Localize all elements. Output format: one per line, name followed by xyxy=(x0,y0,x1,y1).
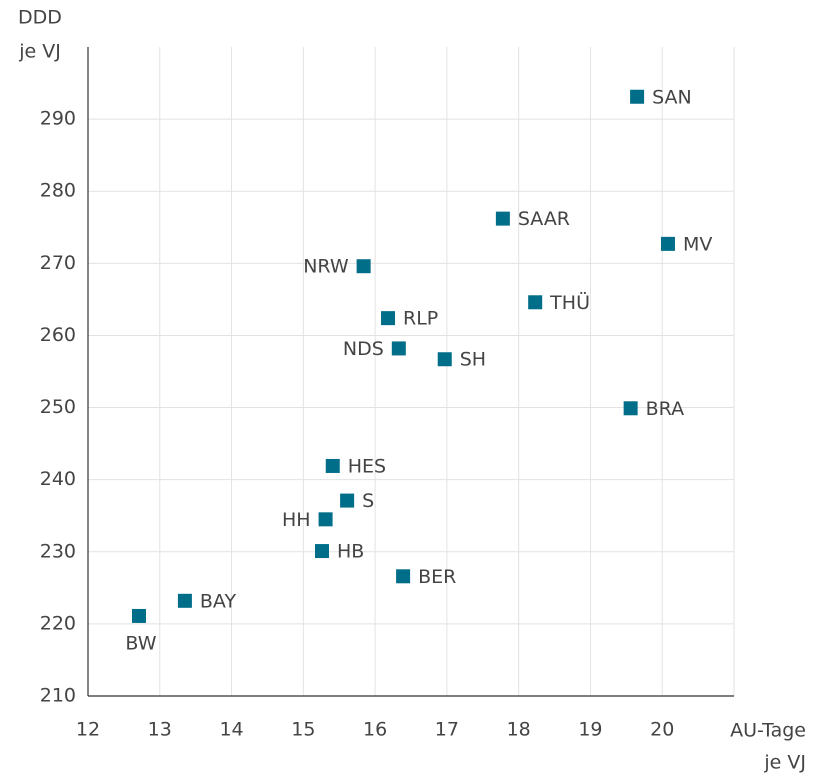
point xyxy=(318,512,333,527)
x-tick-label: 16 xyxy=(363,719,387,741)
point-label: SAAR xyxy=(518,208,570,230)
point-label: HB xyxy=(337,541,364,563)
point-label: NDS xyxy=(343,338,384,360)
point xyxy=(177,593,192,608)
point xyxy=(495,211,510,226)
point-label: MV xyxy=(683,233,712,255)
x-tick-label: 12 xyxy=(76,719,100,741)
y-axis-label: je VJ xyxy=(18,41,61,63)
point xyxy=(391,341,406,356)
y-tick-label: 260 xyxy=(40,324,76,346)
point xyxy=(314,544,329,559)
y-tick-label: 290 xyxy=(40,108,76,130)
y-tick-label: 280 xyxy=(40,180,76,202)
point xyxy=(437,352,452,367)
point xyxy=(528,295,543,310)
x-tick-label: 18 xyxy=(507,719,531,741)
point xyxy=(396,569,411,584)
point xyxy=(325,458,340,473)
y-tick-label: 250 xyxy=(40,396,76,418)
point xyxy=(356,259,371,274)
point-label: BAY xyxy=(200,590,237,612)
x-tick-label: 13 xyxy=(148,719,172,741)
point-label: BRA xyxy=(646,398,684,420)
x-tick-label: 17 xyxy=(435,719,459,741)
point-label: BER xyxy=(418,566,456,588)
point xyxy=(131,608,146,623)
x-tick-label: 20 xyxy=(650,719,674,741)
x-tick-label: 15 xyxy=(291,719,315,741)
x-axis-label: AU-Tage xyxy=(730,720,806,742)
point-label: HH xyxy=(282,509,311,531)
point xyxy=(381,311,396,326)
x-tick-label: 19 xyxy=(578,719,602,741)
y-tick-label: 220 xyxy=(40,612,76,634)
y-tick-label: 270 xyxy=(40,252,76,274)
point xyxy=(340,493,355,508)
y-tick-label: 210 xyxy=(40,685,76,707)
x-axis-label: je VJ xyxy=(763,752,806,773)
y-tick-label: 230 xyxy=(40,540,76,562)
point-label: HES xyxy=(348,455,386,477)
point-label: NRW xyxy=(303,256,349,278)
point-label: THÜ xyxy=(549,291,590,314)
point-label: BW xyxy=(125,632,156,654)
y-axis-label: DDD xyxy=(18,7,62,29)
point-label: SAN xyxy=(652,86,692,108)
point xyxy=(660,236,675,251)
point-label: SH xyxy=(460,349,486,371)
x-tick-label: 14 xyxy=(219,719,243,741)
point-label: S xyxy=(362,490,374,512)
point xyxy=(623,401,638,416)
point-label: RLP xyxy=(403,308,438,330)
y-tick-label: 240 xyxy=(40,468,76,490)
point xyxy=(630,89,645,104)
